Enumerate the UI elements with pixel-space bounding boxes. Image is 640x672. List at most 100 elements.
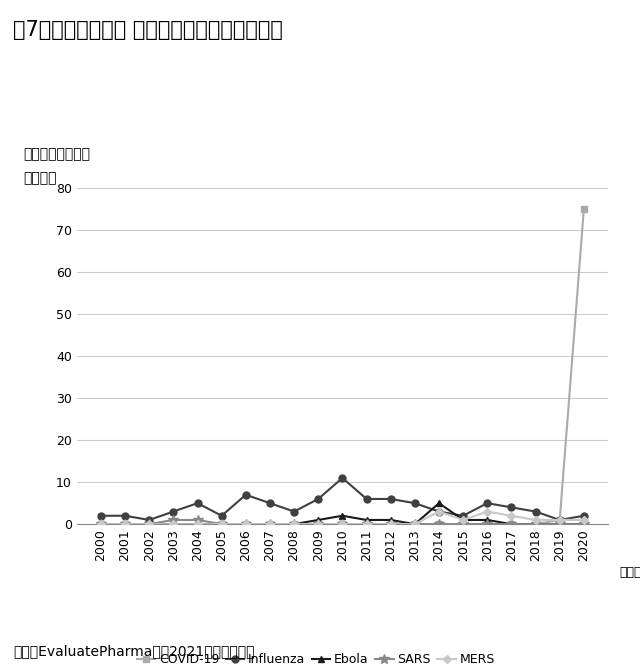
Ebola <box>97 520 105 528</box>
SARS <box>411 520 419 528</box>
COVID-19 <box>242 520 250 528</box>
MERS <box>314 520 322 528</box>
MERS <box>218 520 225 528</box>
COVID-19 <box>508 520 515 528</box>
SARS <box>314 520 322 528</box>
Influenza <box>170 507 177 515</box>
COVID-19 <box>170 520 177 528</box>
Text: （年）: （年） <box>619 566 640 579</box>
Ebola <box>435 499 443 507</box>
SARS <box>218 520 225 528</box>
COVID-19 <box>460 520 467 528</box>
Influenza <box>580 512 588 520</box>
Influenza <box>460 512 467 520</box>
Text: 図7　新興感染症別 ライセンスイン契約数推移: 図7 新興感染症別 ライセンスイン契約数推移 <box>13 20 283 40</box>
SARS <box>194 516 202 524</box>
Ebola <box>242 520 250 528</box>
MERS <box>483 507 491 515</box>
SARS <box>242 520 250 528</box>
Ebola <box>170 520 177 528</box>
MERS <box>460 516 467 524</box>
Ebola <box>387 516 394 524</box>
Ebola <box>556 520 564 528</box>
Influenza <box>435 507 443 515</box>
SARS <box>387 520 394 528</box>
Influenza <box>266 499 274 507</box>
Ebola <box>483 516 491 524</box>
SARS <box>435 520 443 528</box>
COVID-19 <box>339 520 346 528</box>
Ebola <box>363 516 371 524</box>
MERS <box>121 520 129 528</box>
COVID-19 <box>580 205 588 213</box>
Ebola <box>314 516 322 524</box>
Influenza <box>97 512 105 520</box>
Influenza <box>121 512 129 520</box>
Ebola <box>194 520 202 528</box>
MERS <box>291 520 298 528</box>
Line: MERS: MERS <box>98 509 587 527</box>
Ebola <box>145 520 153 528</box>
Legend: COVID-19, Influenza, Ebola, SARS, MERS: COVID-19, Influenza, Ebola, SARS, MERS <box>132 648 500 671</box>
COVID-19 <box>314 520 322 528</box>
Ebola <box>532 520 540 528</box>
Ebola <box>411 520 419 528</box>
SARS <box>121 520 129 528</box>
Text: （ライセンスイン: （ライセンスイン <box>24 147 91 161</box>
Text: 契約数）: 契約数） <box>24 171 57 185</box>
COVID-19 <box>291 520 298 528</box>
SARS <box>97 520 105 528</box>
Ebola <box>460 516 467 524</box>
SARS <box>266 520 274 528</box>
SARS <box>170 516 177 524</box>
SARS <box>508 520 515 528</box>
SARS <box>556 520 564 528</box>
Influenza <box>363 495 371 503</box>
Line: Influenza: Influenza <box>97 474 588 523</box>
Influenza <box>291 507 298 515</box>
COVID-19 <box>556 516 564 524</box>
Line: COVID-19: COVID-19 <box>97 206 588 528</box>
Influenza <box>508 503 515 511</box>
Influenza <box>218 512 225 520</box>
MERS <box>387 520 394 528</box>
MERS <box>556 516 564 524</box>
Ebola <box>266 520 274 528</box>
Ebola <box>508 520 515 528</box>
SARS <box>460 520 467 528</box>
Text: 出所：EvaluatePharma　（2021年５月時点）: 出所：EvaluatePharma （2021年５月時点） <box>13 644 254 659</box>
Influenza <box>145 516 153 524</box>
COVID-19 <box>218 520 225 528</box>
COVID-19 <box>97 520 105 528</box>
SARS <box>363 520 371 528</box>
Influenza <box>483 499 491 507</box>
COVID-19 <box>532 520 540 528</box>
SARS <box>532 520 540 528</box>
COVID-19 <box>363 520 371 528</box>
COVID-19 <box>121 520 129 528</box>
MERS <box>363 520 371 528</box>
MERS <box>508 512 515 520</box>
Ebola <box>121 520 129 528</box>
MERS <box>435 507 443 515</box>
Influenza <box>532 507 540 515</box>
MERS <box>411 520 419 528</box>
Influenza <box>556 516 564 524</box>
COVID-19 <box>483 520 491 528</box>
Ebola <box>580 520 588 528</box>
Ebola <box>339 512 346 520</box>
COVID-19 <box>387 520 394 528</box>
Line: SARS: SARS <box>96 515 589 529</box>
Influenza <box>387 495 394 503</box>
MERS <box>339 520 346 528</box>
MERS <box>170 520 177 528</box>
Influenza <box>194 499 202 507</box>
COVID-19 <box>266 520 274 528</box>
COVID-19 <box>435 520 443 528</box>
Line: Ebola: Ebola <box>97 500 588 528</box>
MERS <box>242 520 250 528</box>
COVID-19 <box>145 520 153 528</box>
Influenza <box>314 495 322 503</box>
MERS <box>532 516 540 524</box>
SARS <box>483 520 491 528</box>
